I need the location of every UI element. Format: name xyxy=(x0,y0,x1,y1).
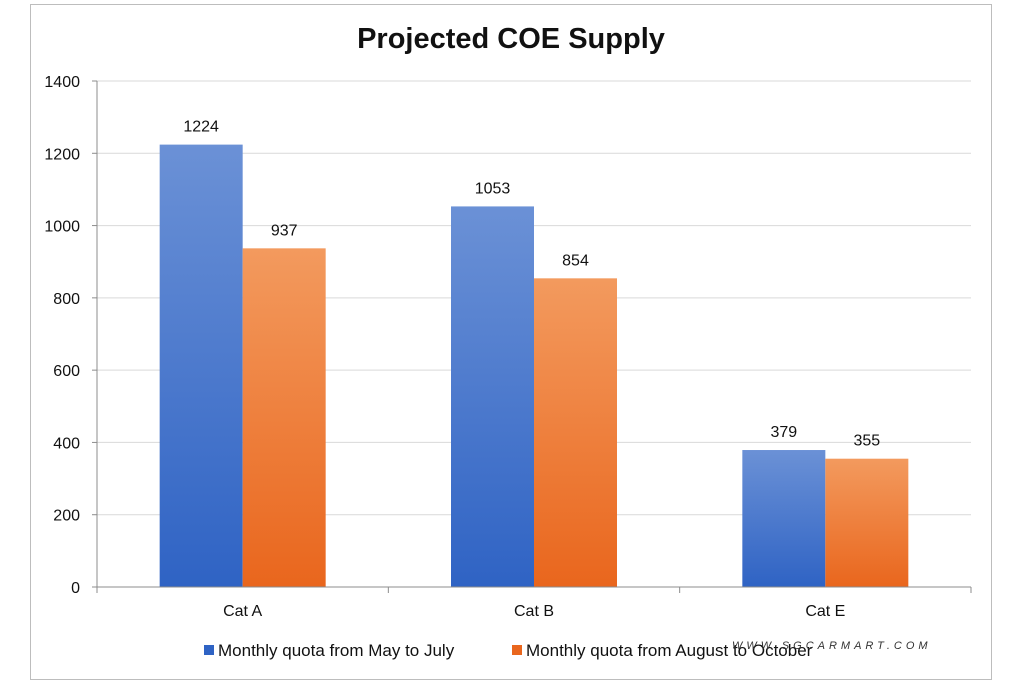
data-label: 854 xyxy=(562,252,589,269)
watermark: WWW.SGCARMART.COM xyxy=(732,640,932,652)
bars xyxy=(159,144,909,587)
x-tick-label: Cat A xyxy=(223,603,262,620)
chart-title: Projected COE Supply xyxy=(357,23,665,55)
y-tick-label: 600 xyxy=(53,363,80,380)
y-tick-label: 200 xyxy=(53,508,80,525)
legend-swatch-series-1 xyxy=(204,645,214,655)
data-labels: 1224 937 1053 854 379 355 xyxy=(183,119,880,450)
y-tick-label: 1000 xyxy=(44,219,80,236)
bar-series-1 xyxy=(159,144,243,587)
y-tick-label: 400 xyxy=(53,435,80,452)
x-tick-label: Cat B xyxy=(514,603,554,620)
bar-series-2 xyxy=(242,248,326,587)
data-label: 379 xyxy=(770,424,797,441)
bar-series-2 xyxy=(825,458,909,587)
y-tick-label: 1200 xyxy=(44,146,80,163)
x-axis: Cat A Cat B Cat E xyxy=(96,586,972,620)
legend-swatch-series-2 xyxy=(512,645,522,655)
x-tick-label: Cat E xyxy=(805,603,845,620)
data-label: 1224 xyxy=(183,119,219,136)
legend: Monthly quota from May to July Monthly q… xyxy=(204,641,813,660)
legend-label-series-2: Monthly quota from August to October xyxy=(526,641,813,660)
y-tick-label: 800 xyxy=(53,291,80,308)
y-axis: 0 200 400 600 800 1000 1200 1400 xyxy=(44,74,98,597)
y-tick-label: 1400 xyxy=(44,74,80,91)
data-label: 355 xyxy=(853,433,880,450)
bar-series-1 xyxy=(742,450,826,587)
data-label: 1053 xyxy=(475,180,511,197)
legend-label-series-1: Monthly quota from May to July xyxy=(218,641,455,660)
bar-series-2 xyxy=(534,278,617,587)
y-tick-label: 0 xyxy=(71,580,80,597)
data-label: 937 xyxy=(271,222,298,239)
bar-series-1 xyxy=(451,206,534,587)
